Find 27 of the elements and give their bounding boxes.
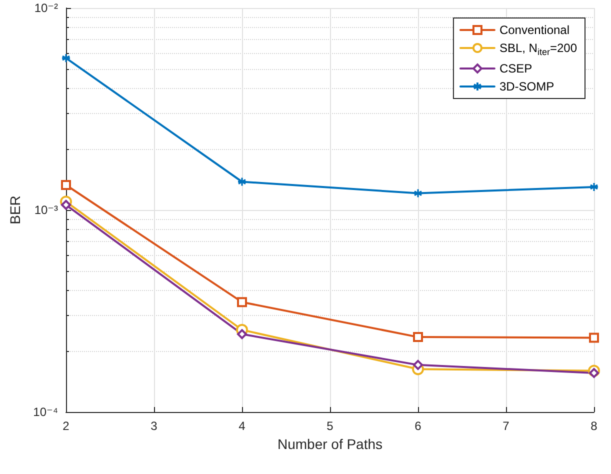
point	[61, 53, 71, 63]
y-tick-label: 10⁻²	[34, 1, 58, 15]
legend-label: Conventional	[499, 23, 570, 37]
x-tick-label: 5	[326, 419, 334, 433]
point	[589, 182, 599, 192]
x-tick-label: 4	[238, 419, 246, 433]
x-axis-title: Number of Paths	[277, 436, 383, 452]
y-tick-label: 10⁻³	[34, 203, 58, 217]
point	[237, 297, 247, 308]
point	[237, 176, 247, 187]
legend-label: CSEP	[499, 62, 532, 76]
x-tick-label: 2	[62, 419, 70, 433]
point	[413, 332, 423, 342]
legend-label: 3D-SOMP	[499, 80, 554, 94]
point	[589, 332, 599, 343]
x-tick-label: 6	[414, 419, 422, 433]
point	[61, 180, 71, 190]
point	[61, 200, 71, 210]
y-tick-label: 10⁻⁴	[33, 405, 58, 419]
point	[237, 329, 247, 340]
point	[413, 188, 423, 198]
point	[413, 360, 423, 370]
x-tick-label: 8	[590, 419, 598, 433]
y-axis-title: BER	[7, 196, 23, 224]
x-tick-label: 3	[150, 419, 158, 433]
point	[589, 368, 599, 378]
x-tick-label: 7	[502, 419, 510, 433]
